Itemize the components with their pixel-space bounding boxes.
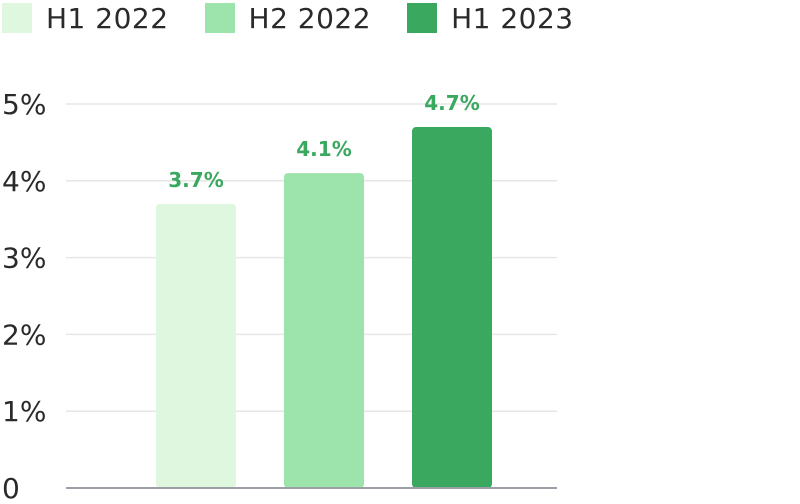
legend-item-h1-2023: H1 2023 <box>407 2 574 35</box>
y-tick-label: 1% <box>2 395 46 428</box>
bar-value-label: 4.1% <box>296 137 351 161</box>
legend-label: H1 2022 <box>46 1 169 35</box>
chart-legend: H1 2022 H2 2022 H1 2023 <box>2 0 574 36</box>
legend-label: H2 2022 <box>248 1 372 35</box>
bar-h1-2022 <box>156 203 236 488</box>
y-tick-label: 3% <box>2 242 46 275</box>
y-tick-label: 4% <box>2 165 46 198</box>
legend-item-h1-2022: H1 2022 <box>2 2 169 35</box>
y-tick-label: 2% <box>2 318 46 351</box>
bar-value-label: 3.7% <box>168 168 223 192</box>
legend-item-h2-2022: H2 2022 <box>204 1 372 35</box>
legend-swatch <box>407 3 438 33</box>
bar-value-label: 4.7% <box>424 91 479 115</box>
bar-h1-2023 <box>412 127 492 488</box>
legend-swatch <box>2 3 32 33</box>
legend-label: H1 2023 <box>451 1 574 35</box>
bar-h2-2022 <box>284 173 364 488</box>
y-tick-label: 5% <box>2 88 46 121</box>
y-tick-label: 0 <box>2 472 20 504</box>
legend-swatch <box>204 3 235 33</box>
